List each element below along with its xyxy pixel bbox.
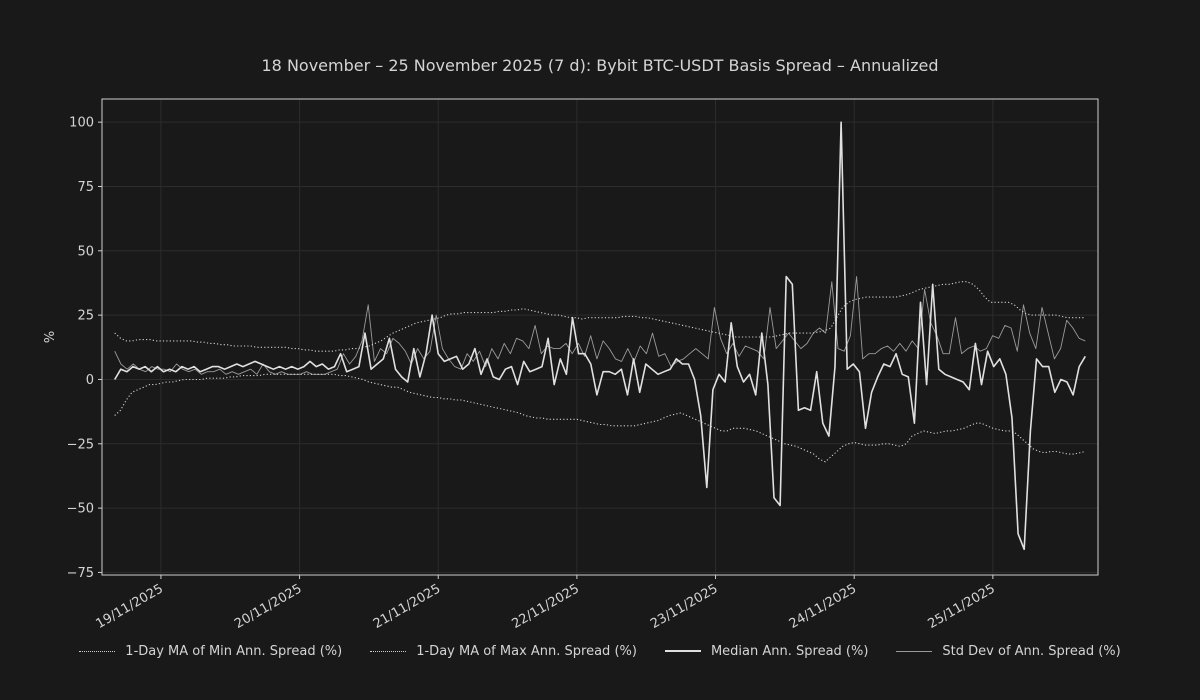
legend-label: Median Ann. Spread (%)	[710, 643, 869, 659]
y-tick-label: 0	[86, 373, 94, 388]
y-tick-label: 50	[77, 244, 94, 259]
y-tick-label: 25	[77, 309, 94, 324]
y-tick-label: −50	[67, 502, 94, 517]
y-axis-label: %	[43, 331, 58, 343]
y-tick-label: −75	[67, 566, 94, 581]
series-line-0	[114, 373, 1086, 463]
x-tick-label: 22/11/2025	[509, 581, 581, 630]
legend-item-2: Median Ann. Spread (%)	[664, 643, 869, 659]
legend-label: 1-Day MA of Max Ann. Spread (%)	[416, 643, 637, 659]
chart-title: 18 November – 25 November 2025 (7 d): By…	[262, 56, 939, 75]
y-tick-label: −25	[67, 437, 94, 452]
y-tick-label: 75	[77, 180, 94, 195]
x-tick-label: 20/11/2025	[232, 581, 304, 630]
series-line-3	[114, 276, 1086, 375]
x-axis: 19/11/2025 20/11/2025 21/11/2025 22/11/2025…	[94, 575, 998, 630]
y-axis: 100 75 50 25 0 −25 −50 −75	[67, 116, 102, 581]
legend-label: 1-Day MA of Min Ann. Spread (%)	[125, 643, 343, 659]
legend-item-0: 1-Day MA of Min Ann. Spread (%)	[79, 644, 342, 659]
legend-swatch	[664, 650, 701, 652]
legend-swatch	[896, 650, 933, 652]
legend-item-1: 1-Day MA of Max Ann. Spread (%)	[370, 644, 637, 659]
chart-legend: 1-Day MA of Min Ann. Spread (%) 1-Day MA …	[0, 640, 1200, 662]
x-tick-label: 21/11/2025	[371, 581, 443, 630]
x-tick-label: 25/11/2025	[925, 581, 997, 630]
legend-swatch	[370, 650, 407, 652]
plot-frame	[101, 98, 1099, 576]
series-line-2	[114, 121, 1086, 551]
legend-swatch	[79, 650, 116, 652]
x-tick-label: 24/11/2025	[787, 581, 859, 630]
chart-svg: 18 November – 25 November 2025 (7 d): By…	[43, 56, 1099, 630]
grid-layer	[102, 99, 1098, 575]
y-tick-label: 100	[69, 116, 94, 131]
legend-label: Std Dev of Ann. Spread (%)	[942, 643, 1121, 659]
legend-item-3: Std Dev of Ann. Spread (%)	[896, 643, 1121, 659]
x-tick-label: 23/11/2025	[648, 581, 720, 630]
x-tick-label: 19/11/2025	[94, 581, 166, 630]
series-layer	[114, 121, 1086, 551]
series-line-1	[114, 281, 1086, 352]
